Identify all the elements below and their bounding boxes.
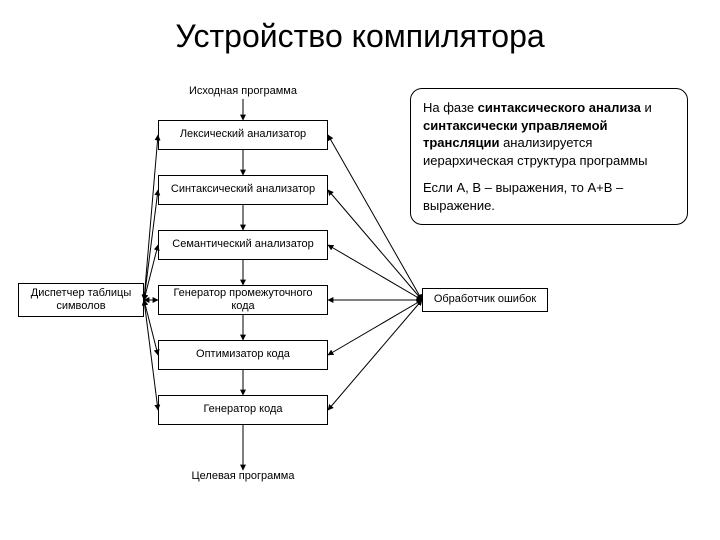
callout-bold: синтаксического анализа <box>478 100 641 115</box>
edges-layer <box>0 0 720 540</box>
symbol-table-manager: Диспетчер таблицы символов <box>18 283 144 317</box>
callout-paragraph-1: На фазе синтаксического анализа и синтак… <box>423 99 675 169</box>
stage-code-generator: Генератор кода <box>158 395 328 425</box>
stage-optimizer: Оптимизатор кода <box>158 340 328 370</box>
callout-note: На фазе синтаксического анализа и синтак… <box>410 88 688 225</box>
stage-syntax-analyzer: Синтаксический анализатор <box>158 175 328 205</box>
callout-text: На фазе <box>423 100 478 115</box>
stage-lexical-analyzer: Лексический анализатор <box>158 120 328 150</box>
flow-end-label: Целевая программа <box>158 470 328 482</box>
callout-text: и <box>641 100 652 115</box>
flow-start-label: Исходная программа <box>158 85 328 97</box>
stage-intermediate-code-gen: Генератор промежуточного кода <box>158 285 328 315</box>
stage-semantic-analyzer: Семантический анализатор <box>158 230 328 260</box>
error-handler: Обработчик ошибок <box>422 288 548 312</box>
callout-paragraph-2: Если A, B – выражения, то A+B – выражени… <box>423 179 675 214</box>
page-title: Устройство компилятора <box>0 18 720 55</box>
